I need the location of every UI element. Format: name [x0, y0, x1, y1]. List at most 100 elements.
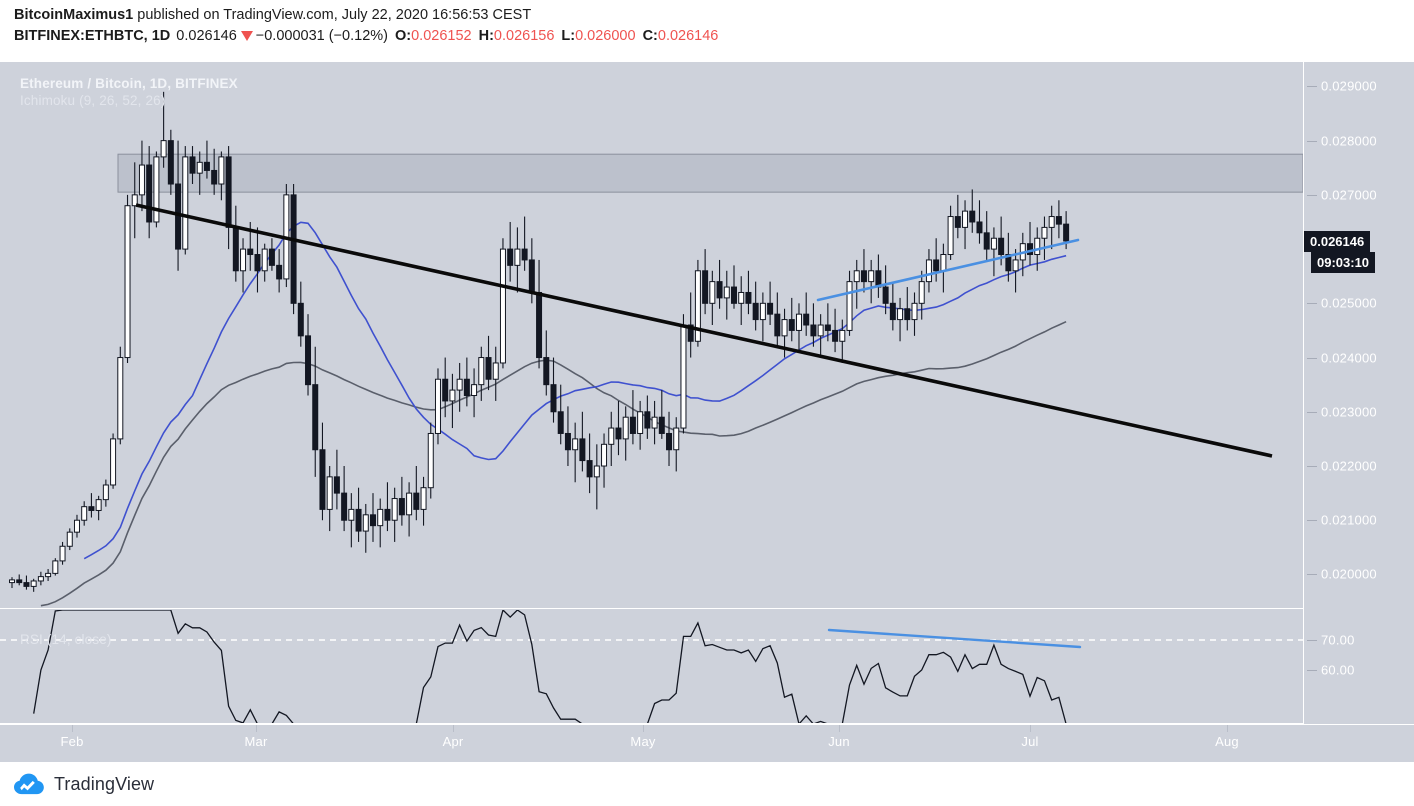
candle-body-bullish — [839, 329, 846, 342]
candle-body-bullish — [514, 248, 521, 266]
candle-body-bullish — [196, 161, 203, 174]
candle-body-bearish — [16, 579, 23, 584]
candle-body-bearish — [254, 254, 261, 272]
last-price: 0.026146 — [176, 28, 237, 44]
resistance-zone — [117, 153, 1303, 193]
ma-fast-blue-line — [83, 221, 1067, 560]
candle-body-bearish — [507, 248, 514, 266]
candle-body-bullish — [940, 254, 947, 272]
current-price-badge: 0.026146 — [1304, 231, 1371, 253]
rsi-pane[interactable]: RSI (14, close) — [0, 610, 1303, 724]
time-tick — [839, 725, 840, 732]
author-name: BitcoinMaximus1 — [14, 7, 134, 23]
candle-body-bullish — [66, 531, 73, 547]
candle-body-bearish — [824, 324, 831, 331]
chart-plot-area[interactable]: Ethereum / Bitcoin, 1D, BITFINEX Ichimok… — [0, 62, 1303, 724]
descending-resistance-trendline[interactable] — [135, 203, 1273, 458]
candlestick-series — [9, 91, 1070, 592]
candle-body-bearish — [882, 286, 889, 304]
rising-wedge-upper-trendline[interactable] — [816, 238, 1080, 302]
candle-body-bullish — [9, 579, 15, 584]
price-axis-divider — [1303, 62, 1304, 724]
candle-body-bullish — [795, 313, 802, 331]
candle-body-bearish — [536, 291, 543, 359]
price-axis[interactable]: 0.0290000.0280000.0270000.0260000.025000… — [1303, 62, 1414, 724]
price-tick-label: 0.027000 — [1321, 187, 1377, 203]
candle-body-bearish — [23, 582, 30, 587]
time-tick-label: Jul — [1021, 734, 1039, 749]
time-tick — [643, 725, 644, 732]
candle-body-bullish — [182, 156, 189, 250]
candle-body-bearish — [442, 378, 449, 402]
candle-body-bullish — [218, 156, 225, 185]
candle-body-bearish — [232, 226, 239, 272]
time-tick-label: Aug — [1215, 734, 1239, 749]
candle-body-bearish — [146, 164, 153, 223]
candle-body-bearish — [615, 427, 622, 440]
candle-body-bearish — [774, 313, 781, 337]
candle-body-bearish — [904, 308, 911, 321]
publication-line: BitcoinMaximus1 published on TradingView… — [14, 6, 1404, 24]
time-tick-label: Mar — [244, 734, 268, 749]
price-tick-label: 0.028000 — [1321, 133, 1377, 149]
candle-body-bearish — [211, 169, 218, 185]
rsi-bearish-divergence-trendline[interactable] — [827, 628, 1082, 649]
candle-body-bearish — [297, 302, 304, 337]
price-tick-label: 0.023000 — [1321, 404, 1377, 420]
candle-body-bullish — [1012, 259, 1019, 272]
pane-separator — [0, 608, 1303, 609]
candle-body-bullish — [897, 308, 904, 321]
rsi-tick-label: 70.00 — [1321, 632, 1355, 648]
chart-frame[interactable]: Ethereum / Bitcoin, 1D, BITFINEX Ichimok… — [0, 62, 1414, 762]
candle-body-bearish — [579, 438, 586, 462]
candle-body-bearish — [810, 324, 817, 337]
candle-body-bullish — [153, 156, 160, 223]
candle-body-bullish — [608, 427, 615, 445]
price-tick — [1307, 86, 1317, 88]
price-tick-label: 0.024000 — [1321, 350, 1377, 366]
candle-body-bullish — [1048, 216, 1055, 228]
candle-body-bullish — [449, 389, 456, 402]
candle-body-bullish — [759, 302, 766, 321]
close-key: C: — [642, 28, 658, 44]
candle-body-bullish — [694, 270, 701, 342]
candle-body-bullish — [73, 519, 80, 533]
candle-body-bullish — [348, 508, 355, 521]
close-value: 0.026146 — [657, 28, 719, 44]
rsi-tick — [1307, 640, 1317, 641]
candle-body-bearish — [355, 508, 362, 532]
open-value: 0.026152 — [411, 28, 472, 44]
candle-body-bearish — [543, 357, 550, 386]
quote-line: BITFINEX:ETHBTC, 1D 0.026146 −0.000031 (−0… — [14, 27, 1404, 45]
chart-header: BitcoinMaximus1 published on TradingView… — [14, 6, 1404, 45]
candle-body-bullish — [30, 580, 37, 587]
candle-body-bullish — [110, 438, 117, 486]
candle-body-bullish — [781, 319, 788, 337]
candle-body-bearish — [889, 302, 896, 321]
candle-body-bullish — [947, 216, 954, 256]
candle-body-bearish — [767, 302, 774, 315]
candle-body-bearish — [341, 492, 348, 521]
candle-body-bearish — [175, 183, 182, 250]
candle-body-bearish — [1005, 254, 1012, 272]
time-axis[interactable]: Feb Mar Apr May Jun Jul Aug — [0, 724, 1414, 762]
tradingview-cloud-logo-icon — [14, 773, 44, 795]
price-tick — [1307, 194, 1317, 196]
open-key: O: — [395, 28, 412, 44]
candle-body-bearish — [702, 270, 709, 304]
candle-body-bearish — [564, 432, 571, 451]
price-pane[interactable]: Ethereum / Bitcoin, 1D, BITFINEX Ichimok… — [0, 62, 1303, 607]
price-tick-label: 0.029000 — [1321, 78, 1377, 94]
candle-body-bearish — [268, 248, 275, 266]
price-tick — [1307, 140, 1317, 142]
candle-body-bullish — [261, 248, 268, 272]
candle-body-bullish — [723, 286, 730, 299]
candle-body-bearish — [189, 156, 196, 174]
candle-body-bearish — [398, 498, 405, 516]
candle-body-bullish — [499, 248, 506, 364]
time-tick-label: May — [630, 734, 656, 749]
time-tick-label: Jun — [828, 734, 850, 749]
candle-body-bearish — [290, 194, 297, 304]
price-tick — [1307, 520, 1317, 522]
